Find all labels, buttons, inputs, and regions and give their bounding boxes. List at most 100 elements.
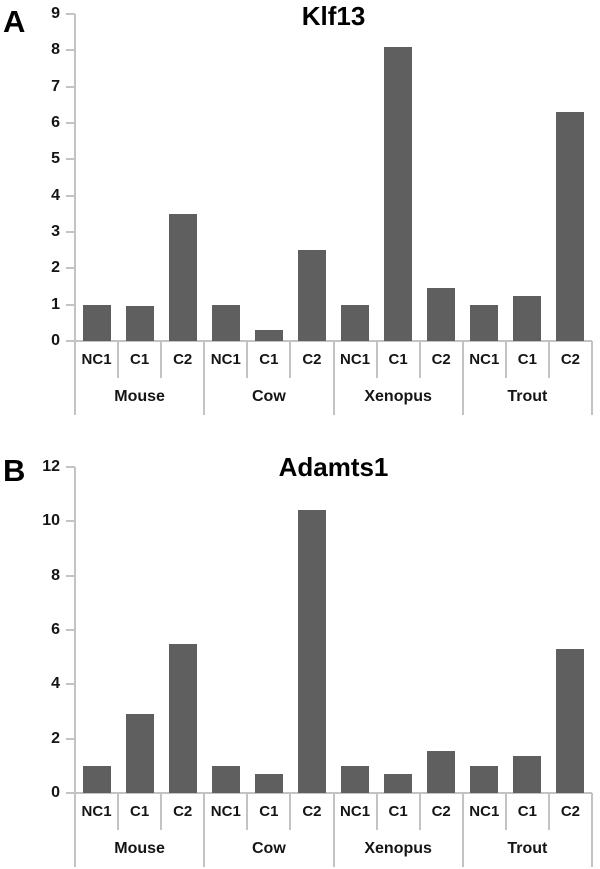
bar-xenopus-c1 xyxy=(384,774,413,793)
x-axis-group-label: Xenopus xyxy=(364,840,432,857)
y-axis-tick xyxy=(66,231,75,233)
y-axis-tick xyxy=(66,520,75,523)
y-axis-tick-label: 2 xyxy=(51,259,60,277)
x-axis-condition-divider xyxy=(246,793,249,830)
x-axis-condition-label: C2 xyxy=(431,803,451,820)
bar-xenopus-nc1 xyxy=(341,766,370,793)
y-axis-tick-label: 6 xyxy=(51,114,60,131)
x-axis-group-label: Mouse xyxy=(114,840,165,857)
y-axis-tick-label: 6 xyxy=(51,621,60,638)
x-axis-condition-label: NC1 xyxy=(340,351,371,368)
x-axis-condition-label: NC1 xyxy=(210,803,241,820)
y-axis-tick-label: 0 xyxy=(51,784,60,801)
chart-a-klf13-bar-chart: 0 1 2 3 4 5 6 7 8 9 NC1 C1 C2 NC1 C1 C2 NC1 C1 C2 NC1 C1 C2 Mo… xyxy=(51,5,593,415)
x-axis-condition-label: C2 xyxy=(560,803,581,820)
x-axis-condition-divider xyxy=(117,793,120,830)
bar-mouse-c1 xyxy=(125,714,154,793)
bar-cow-nc1 xyxy=(211,766,240,793)
x-axis-condition-label: C2 xyxy=(173,803,193,820)
bar-trout-c2 xyxy=(556,112,585,341)
bar-cow-c1 xyxy=(254,774,283,793)
y-axis-tick-label: 8 xyxy=(51,41,60,59)
x-axis-group-label: Xenopus xyxy=(364,388,432,405)
x-axis-group-label: Cow xyxy=(251,840,286,857)
panel-b: B Adamts1 0 2 4 6 8 10 12 NC1 C1 C2 NC1 C1 C2 NC1 C1 C2… xyxy=(0,435,600,869)
x-axis-condition-label: C2 xyxy=(173,351,193,368)
x-axis-condition-label: C1 xyxy=(130,803,150,820)
x-axis-condition-label: NC1 xyxy=(340,803,371,820)
y-axis-tick xyxy=(66,683,75,686)
x-axis-condition-label: NC1 xyxy=(469,803,500,820)
x-axis-condition-divider xyxy=(504,793,507,830)
bar-mouse-c2 xyxy=(168,214,197,341)
x-axis-group-divider xyxy=(332,793,335,867)
y-axis-tick xyxy=(66,49,75,52)
x-axis-group-divider xyxy=(203,341,206,415)
x-axis-condition-divider xyxy=(547,793,550,830)
bar-mouse-c2 xyxy=(168,644,197,793)
y-axis-tick-label: 2 xyxy=(51,729,60,747)
x-axis-condition-divider xyxy=(547,341,550,378)
x-axis-condition-label: NC1 xyxy=(81,351,112,368)
x-axis-condition-divider xyxy=(289,341,292,378)
bar-cow-c2 xyxy=(297,250,326,341)
x-axis-group-divider xyxy=(461,341,464,415)
bar-cow-c1 xyxy=(254,330,283,341)
bar-trout-nc1 xyxy=(470,305,499,341)
y-axis-tick xyxy=(66,194,75,197)
bar-mouse-nc1 xyxy=(82,766,111,793)
y-axis-tick-label: 0 xyxy=(51,332,60,349)
y-axis-tick xyxy=(66,13,75,15)
x-axis-group-label: Trout xyxy=(507,388,548,405)
bar-trout-nc1 xyxy=(470,766,499,793)
x-axis-condition-divider xyxy=(504,341,507,378)
x-axis-condition-divider xyxy=(160,341,163,378)
y-axis-tick xyxy=(66,267,75,270)
x-axis-condition-divider xyxy=(375,793,378,830)
y-axis-line xyxy=(74,467,76,794)
x-axis-condition-divider xyxy=(418,793,421,830)
bar-xenopus-c1 xyxy=(384,47,413,341)
x-axis-condition-label: C2 xyxy=(431,351,451,368)
x-axis-condition-label: NC1 xyxy=(469,351,500,368)
y-axis-tick xyxy=(66,574,75,577)
bar-xenopus-c2 xyxy=(427,288,456,341)
x-axis-condition-divider xyxy=(117,341,120,378)
x-axis-condition-label: C1 xyxy=(259,803,279,820)
x-axis-condition-label: C1 xyxy=(130,351,150,368)
x-axis-condition-label: C1 xyxy=(517,351,537,368)
x-axis-group-divider xyxy=(591,793,593,867)
y-axis-tick xyxy=(66,158,75,161)
panel-a: A Klf13 0 1 2 3 4 5 6 7 8 9 NC1 C1 C2 NC1 C1 C2 NC1 C1 C2 N… xyxy=(3,2,593,415)
bar-xenopus-nc1 xyxy=(341,305,370,341)
y-axis-tick xyxy=(66,85,75,88)
bar-xenopus-c2 xyxy=(427,751,456,793)
x-axis-condition-label: C1 xyxy=(388,351,408,368)
y-axis-tick xyxy=(66,340,75,342)
bar-cow-nc1 xyxy=(211,305,240,341)
bar-trout-c1 xyxy=(513,296,542,341)
y-axis-tick-label: 8 xyxy=(51,566,60,584)
x-axis-condition-label: C1 xyxy=(517,803,537,820)
y-axis-tick-label: 12 xyxy=(42,458,60,475)
x-axis-condition-label: C2 xyxy=(302,803,322,820)
bar-mouse-c1 xyxy=(125,306,154,341)
x-axis-condition-label: C2 xyxy=(560,351,581,368)
x-axis-condition-label: NC1 xyxy=(81,803,112,820)
bar-cow-c2 xyxy=(297,510,326,793)
y-axis-tick-label: 9 xyxy=(51,5,60,22)
x-axis-group-divider xyxy=(332,341,335,415)
y-axis-tick xyxy=(66,792,75,794)
x-axis-condition-label: C2 xyxy=(302,351,322,368)
y-axis-tick xyxy=(66,737,75,740)
y-axis-tick xyxy=(66,629,75,631)
chart-b-title: Adamts1 xyxy=(278,452,389,482)
y-axis-tick-label: 4 xyxy=(51,675,60,693)
y-axis-tick-label: 3 xyxy=(51,223,60,240)
bar-trout-c1 xyxy=(513,756,542,793)
y-axis-tick-label: 5 xyxy=(51,150,60,168)
y-axis-tick xyxy=(66,303,75,306)
x-axis-condition-divider xyxy=(160,793,163,830)
y-axis-tick xyxy=(66,122,75,124)
